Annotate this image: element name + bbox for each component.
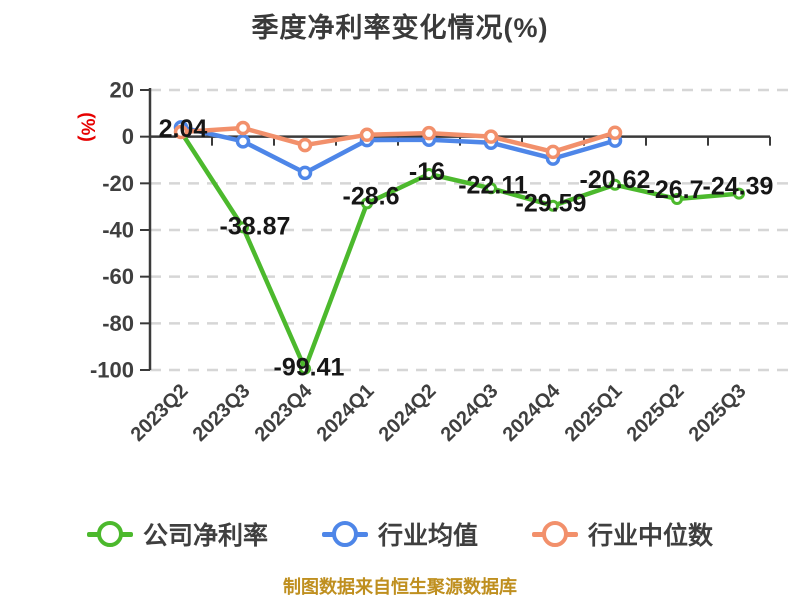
- data-point-label: -24.39: [703, 173, 774, 201]
- chart-title: 季度净利率变化情况(%): [251, 13, 549, 43]
- x-tick-label: 2025Q1: [561, 380, 627, 446]
- series-line-2: [178, 125, 618, 155]
- data-point-marker: [173, 124, 189, 140]
- x-tick-label: 2024Q2: [375, 380, 441, 446]
- legend-item-industry-mean[interactable]: 行业均值: [321, 516, 478, 552]
- legend-item-industry-median[interactable]: 行业中位数: [532, 516, 713, 552]
- data-point-marker: [235, 134, 251, 149]
- data-point-label: -20.62: [580, 166, 651, 194]
- data-point-label: 2.04: [159, 115, 208, 143]
- data-source-note: 制图数据来自恒生聚源数据库: [283, 577, 517, 597]
- legend-item-company-net-margin[interactable]: 公司净利率: [86, 516, 268, 552]
- data-point-label: -26.7: [647, 176, 704, 204]
- x-tick-label: 2024Q1: [313, 380, 379, 446]
- data-point-marker: [671, 192, 683, 205]
- y-tick-label: 0: [122, 124, 134, 149]
- data-point-marker: [423, 168, 435, 180]
- legend-line-dot-icon: [86, 521, 133, 547]
- data-point-marker: [235, 120, 251, 136]
- data-point-marker: [483, 129, 499, 144]
- legend-line-dot-icon: [532, 521, 578, 547]
- data-point-label: -28.6: [343, 182, 400, 210]
- y-tick-label: -100: [90, 358, 134, 383]
- data-point-marker: [421, 125, 437, 141]
- x-tick-label: 2024Q3: [437, 380, 503, 446]
- y-tick-label: -60: [102, 264, 134, 289]
- series-line-1: [178, 125, 618, 176]
- x-tick-label: 2023Q3: [189, 380, 255, 446]
- x-tick-label: 2023Q2: [127, 380, 193, 446]
- x-tick-label: 2025Q3: [685, 380, 751, 446]
- legend-line-dot-icon: [321, 521, 368, 547]
- data-point-marker: [547, 199, 559, 212]
- data-point-marker: [297, 165, 313, 181]
- data-point-label: -22.11: [458, 171, 528, 199]
- legend-label-industry-median: 行业中位数: [588, 522, 714, 550]
- x-tick-label: 2024Q4: [499, 379, 566, 446]
- y-tick-label: -40: [102, 218, 134, 243]
- data-point-label: -29.59: [516, 190, 587, 218]
- data-point-marker: [733, 187, 745, 200]
- data-point-label: -99.41: [274, 354, 345, 382]
- data-point-marker: [299, 362, 311, 375]
- data-point-marker: [609, 178, 621, 191]
- data-point-marker: [237, 221, 249, 234]
- data-point-label: -16: [409, 158, 445, 186]
- data-point-marker: [361, 197, 373, 210]
- series-line-0: [178, 129, 742, 371]
- legend-label-industry-mean: 行业均值: [377, 522, 478, 550]
- data-point-marker: [485, 182, 497, 195]
- data-point-marker: [545, 144, 561, 160]
- y-axis-unit-label: (%): [77, 112, 98, 142]
- y-tick-label: 20: [110, 78, 134, 103]
- data-point-marker: [607, 125, 623, 140]
- data-point-marker: [297, 137, 313, 153]
- chart-legend: 公司净利率 行业均值 行业中位数: [0, 516, 800, 552]
- data-point-label: -38.87: [220, 212, 291, 240]
- x-tick-label: 2025Q2: [623, 380, 689, 446]
- legend-label-company-net-margin: 公司净利率: [142, 522, 268, 550]
- x-tick-label: 2023Q4: [251, 379, 318, 446]
- data-point-marker: [359, 127, 375, 143]
- y-tick-label: -20: [102, 171, 134, 196]
- y-tick-label: -80: [102, 311, 134, 336]
